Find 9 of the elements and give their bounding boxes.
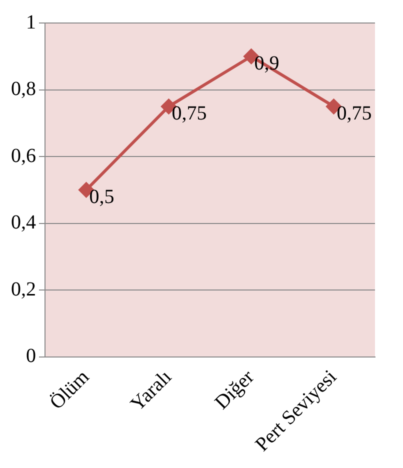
data-label: 0,5	[89, 186, 114, 208]
y-tick-label: 0,2	[11, 278, 36, 300]
y-tick-label: 0,8	[11, 78, 36, 100]
y-tick-label: 0,4	[11, 212, 36, 234]
y-tick-label: 1	[26, 11, 36, 34]
data-label: 0,75	[336, 102, 372, 125]
data-label: 0,75	[172, 102, 207, 125]
y-tick-label: 0	[26, 345, 36, 368]
y-tick-label: 0,6	[11, 144, 36, 167]
